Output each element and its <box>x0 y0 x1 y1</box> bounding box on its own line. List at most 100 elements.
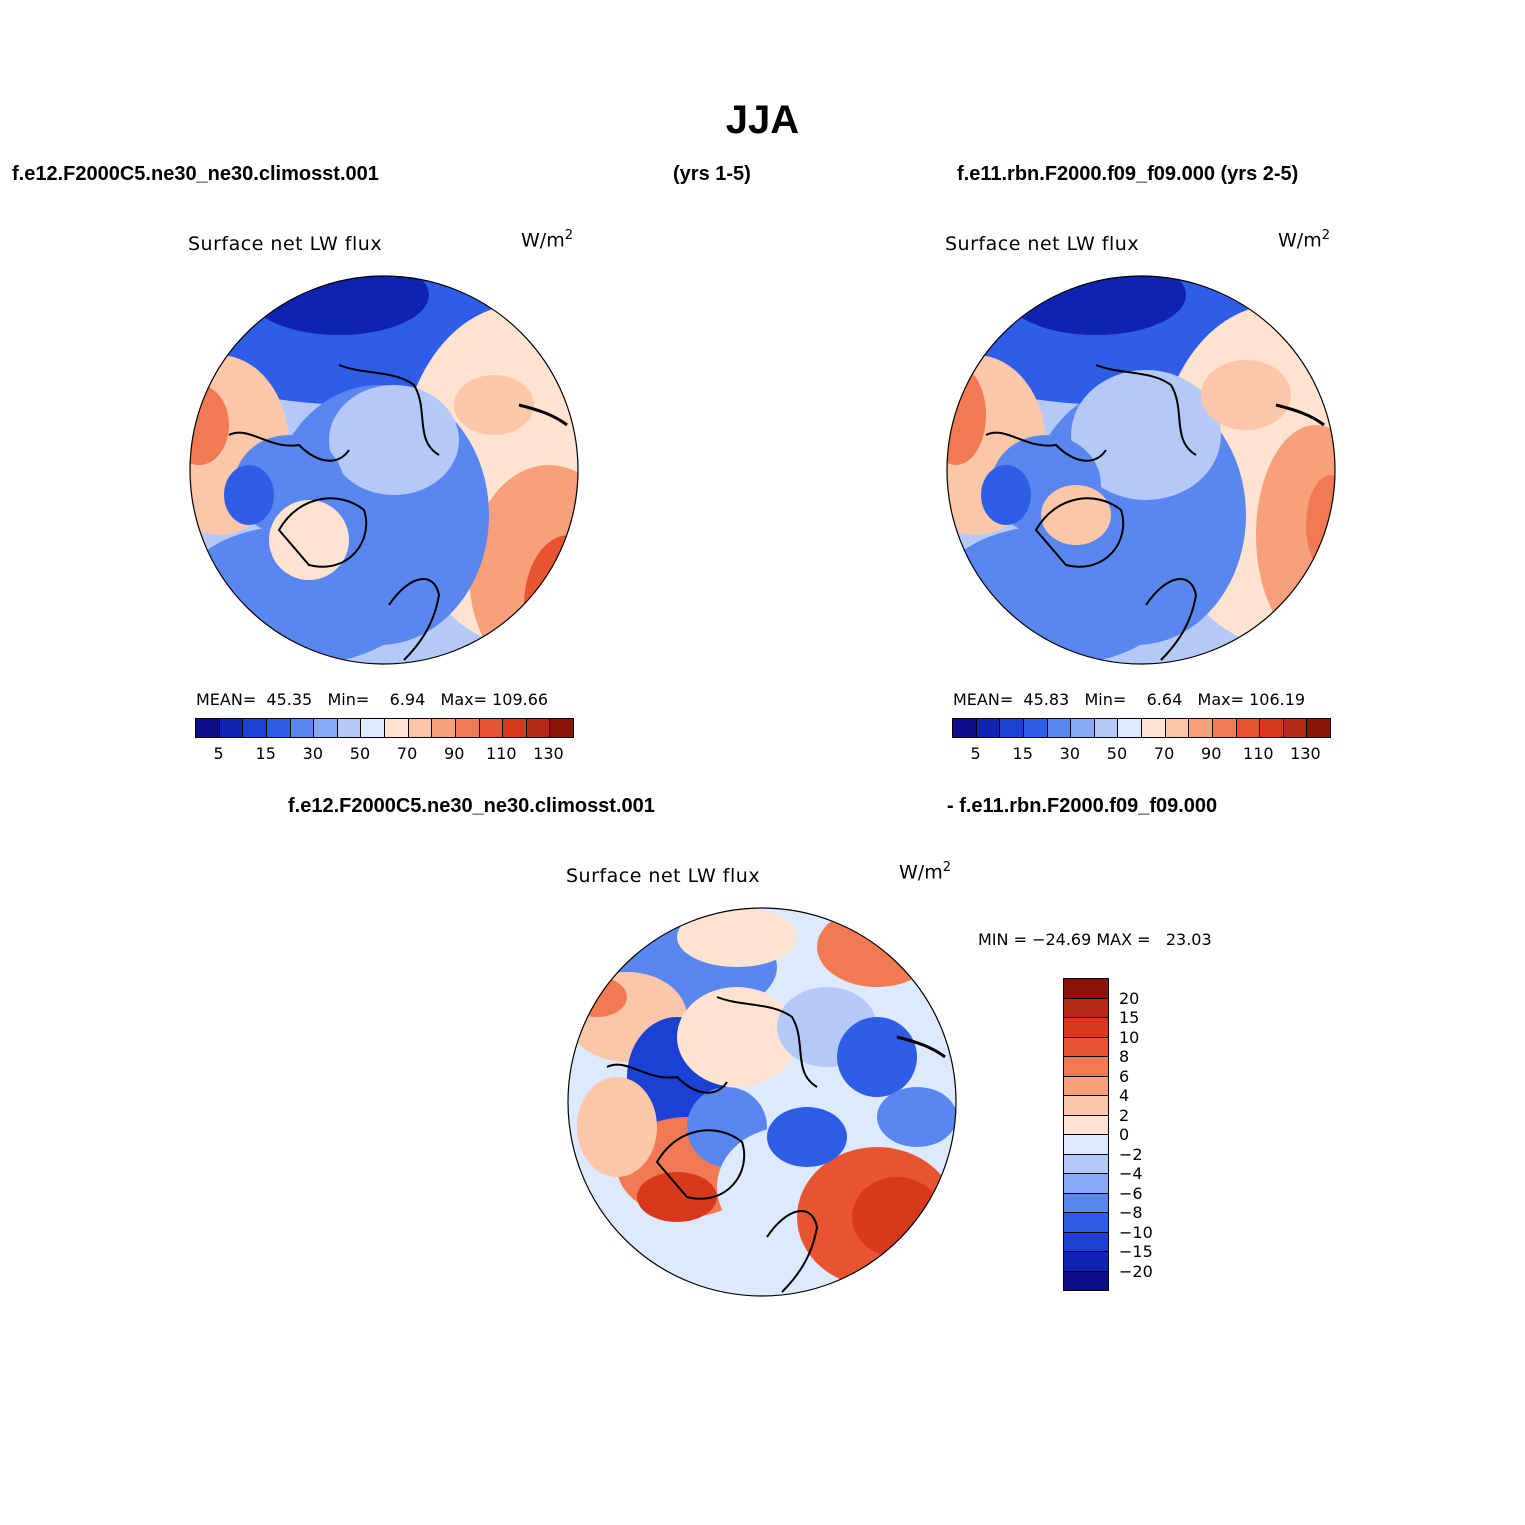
panel1-colorbar-swatch <box>243 719 267 737</box>
panel2-colorbar-tick-label: 5 <box>970 744 981 763</box>
panel1-colorbar-swatch <box>550 719 573 737</box>
panel2-colorbar-tick-label: 90 <box>1201 744 1222 763</box>
diff-colorbar-tick-label: −6 <box>1119 1183 1143 1203</box>
panel1-colorbar-swatch <box>266 719 291 737</box>
panel2-colorbar-ticks: 5 15 30 50 70 90 110 130 <box>952 744 1329 764</box>
panel1-units: W/m2 <box>521 228 573 252</box>
panel2-colorbar-swatch <box>1165 719 1190 737</box>
diff-title-left: f.e12.F2000C5.ne30_ne30.climosst.001 <box>288 795 655 817</box>
panel1-colorbar-swatch <box>290 719 315 737</box>
panel2-stats: MEAN= 45.83 Min= 6.64 Max= 106.19 <box>953 690 1306 709</box>
panel1-colorbar-swatch <box>385 719 409 737</box>
panel2-colorbar-swatch <box>953 719 977 737</box>
diff-colorbar-tick-label: −15 <box>1119 1242 1153 1261</box>
panel1-colorbar-tick-label: 30 <box>302 744 323 763</box>
panel1-colorbar-swatch <box>408 719 433 737</box>
diff-colorbar-swatch <box>1064 1232 1108 1252</box>
panel2-colorbar-swatch <box>1212 719 1237 737</box>
diff-colorbar <box>1063 978 1109 1291</box>
diff-colorbar-tick-label: 8 <box>1119 1047 1130 1066</box>
diff-colorbar-tick-label: −2 <box>1119 1144 1143 1164</box>
diff-colorbar-swatch <box>1064 1057 1108 1077</box>
panel2-colorbar-swatch <box>1000 719 1024 737</box>
panel1-colorbar-swatch <box>219 719 244 737</box>
panel1-colorbar-swatch <box>526 719 551 737</box>
panel2-colorbar <box>952 718 1331 738</box>
panel2-colorbar-swatch <box>1047 719 1072 737</box>
panel2-colorbar-swatch <box>1118 719 1142 737</box>
panel2-colorbar-swatch <box>1189 719 1213 737</box>
panel1-colorbar-swatch <box>503 719 527 737</box>
diff-colorbar-swatch <box>1064 1213 1108 1233</box>
panel2-colorbar-tick-label: 15 <box>1012 744 1033 763</box>
diff-title-right: - f.e11.rbn.F2000.f09_f09.000 <box>947 795 1218 817</box>
panel2-colorbar-swatch <box>1094 719 1119 737</box>
panel1-colorbar-swatch <box>479 719 504 737</box>
panel1-colorbar-tick-label: 110 <box>486 744 517 763</box>
diff-colorbar-tick-label: −8 <box>1119 1203 1143 1222</box>
panel2-colorbar-tick-label: 70 <box>1153 744 1175 763</box>
diff-units: W/m2 <box>899 860 951 884</box>
panel1-stats: MEAN= 45.35 Min= 6.94 Max= 109.66 <box>196 690 549 709</box>
panel1-colorbar-tick-label: 130 <box>533 744 564 763</box>
diff-colorbar-tick-label: 20 <box>1119 988 1140 1008</box>
panel1-colorbar-tick-label: 5 <box>213 744 224 763</box>
panel1-colorbar-tick-label: 90 <box>444 744 465 763</box>
panel2-colorbar-tick-label: 30 <box>1059 744 1080 763</box>
panel2-colorbar-swatch <box>1236 719 1261 737</box>
panel2-polar-map <box>946 275 1336 665</box>
diff-colorbar-swatch <box>1064 1271 1108 1290</box>
diff-colorbar-tick-label: 2 <box>1119 1105 1130 1125</box>
diff-colorbar-tick-label: 4 <box>1119 1086 1130 1105</box>
panel1-colorbar-ticks: 5 15 30 50 70 90 110 130 <box>195 744 572 764</box>
panel2-colorbar-swatch <box>976 719 1001 737</box>
case-name-left: f.e12.F2000C5.ne30_ne30.climosst.001 <box>12 163 379 185</box>
diff-colorbar-tick-label: 0 <box>1119 1125 1130 1144</box>
diff-colorbar-swatch <box>1064 1115 1108 1135</box>
diff-colorbar-tick-label: −10 <box>1119 1222 1153 1242</box>
diff-colorbar-swatch <box>1064 1037 1108 1057</box>
case-name-right: f.e11.rbn.F2000.f09_f09.000 (yrs 2-5) <box>957 163 1299 185</box>
diff-colorbar-ticks: 20 15 10 8 6 4 2 0 −2 −4 −6 −8 −10 −15 −20 <box>1119 978 1179 1290</box>
years-label: (yrs 1-5) <box>673 163 751 185</box>
panel1-colorbar-swatch <box>361 719 385 737</box>
panel1-colorbar-swatch <box>196 719 220 737</box>
diff-colorbar-tick-label: −4 <box>1119 1164 1143 1183</box>
panel1-colorbar-tick-label: 50 <box>349 744 371 763</box>
panel1-colorbar-swatch <box>455 719 480 737</box>
panel2-units: W/m2 <box>1278 228 1330 252</box>
panel2-colorbar-swatch <box>1023 719 1048 737</box>
panel2-colorbar-swatch <box>1283 719 1308 737</box>
panel1-colorbar-tick-label: 15 <box>255 744 276 763</box>
diff-colorbar-swatch <box>1064 1174 1108 1194</box>
panel1-colorbar-swatch <box>337 719 362 737</box>
diff-colorbar-swatch <box>1064 1096 1108 1116</box>
panel2-colorbar-tick-label: 50 <box>1106 744 1128 763</box>
diff-colorbar-swatch <box>1064 1154 1108 1174</box>
panel2-colorbar-tick-label: 130 <box>1290 744 1321 763</box>
panel2-variable-label: Surface net LW flux <box>945 233 1140 255</box>
diff-variable-label: Surface net LW flux <box>566 865 761 887</box>
diff-colorbar-swatch <box>1064 1076 1108 1096</box>
panel2-colorbar-swatch <box>1260 719 1284 737</box>
diff-colorbar-swatch <box>1064 1018 1108 1038</box>
diff-colorbar-swatch <box>1064 979 1108 999</box>
diff-colorbar-swatch <box>1064 1193 1108 1213</box>
diff-colorbar-tick-label: 15 <box>1119 1008 1140 1027</box>
panel1-colorbar-tick-label: 70 <box>396 744 418 763</box>
panel1-polar-map <box>189 275 579 665</box>
panel2-colorbar-swatch <box>1071 719 1095 737</box>
panel1-variable-label: Surface net LW flux <box>188 233 383 255</box>
diff-polar-map <box>567 907 957 1297</box>
panel2-colorbar-swatch <box>1307 719 1330 737</box>
panel1-colorbar-swatch <box>314 719 338 737</box>
figure-title: JJA <box>725 98 800 142</box>
panel2-colorbar-swatch <box>1142 719 1166 737</box>
diff-colorbar-swatch <box>1064 1135 1108 1155</box>
diff-colorbar-tick-label: 6 <box>1119 1066 1130 1086</box>
diff-colorbar-swatch <box>1064 998 1108 1018</box>
diff-colorbar-swatch <box>1064 1252 1108 1272</box>
diff-colorbar-tick-label: 10 <box>1119 1027 1140 1047</box>
panel2-colorbar-tick-label: 110 <box>1243 744 1274 763</box>
panel1-colorbar-swatch <box>432 719 456 737</box>
